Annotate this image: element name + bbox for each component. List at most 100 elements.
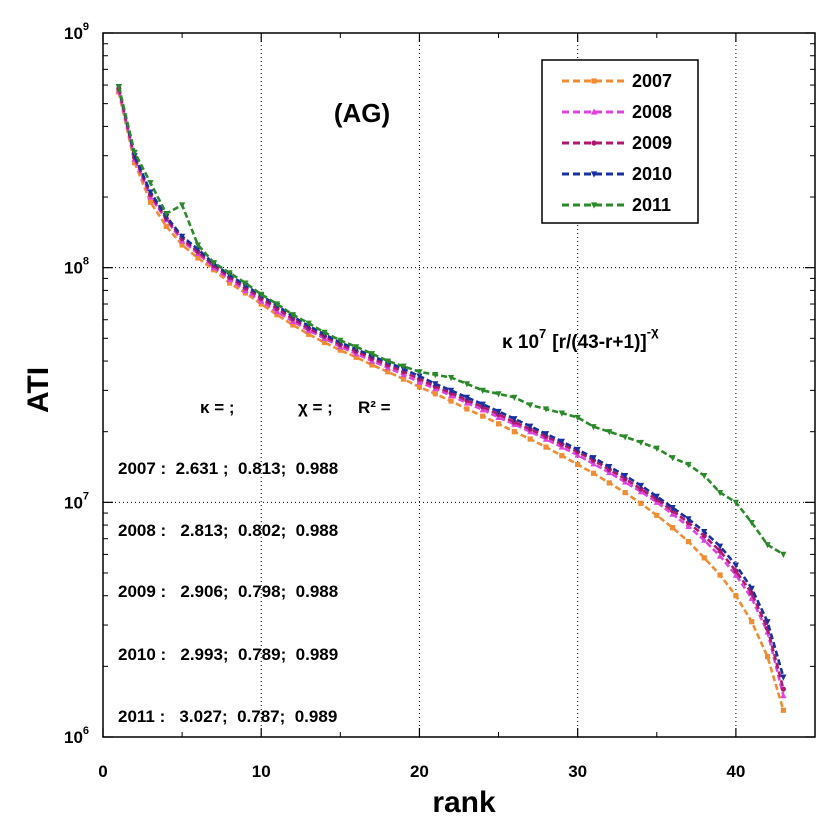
data-point [606, 480, 612, 486]
data-point [179, 202, 186, 209]
data-point [416, 369, 423, 376]
data-point [448, 398, 454, 404]
data-point [527, 436, 533, 442]
data-point [590, 455, 597, 462]
data-point [669, 504, 676, 512]
fit-header-chi: χ = ; [298, 398, 333, 417]
data-point [590, 108, 598, 115]
data-point [368, 351, 376, 358]
y-tick-base: 10 [64, 728, 83, 747]
data-point [748, 585, 755, 592]
data-point [495, 408, 502, 416]
data-point [337, 337, 344, 344]
data-point [289, 312, 296, 319]
series-2007 [116, 89, 786, 713]
data-point [733, 568, 739, 574]
data-point [274, 312, 280, 318]
fit-row-2007: 2007 : 2.631 ; 0.813; 0.988 [118, 459, 338, 478]
data-point [416, 373, 423, 380]
data-point [543, 444, 549, 450]
data-point [590, 460, 597, 467]
x-tick-labels: 0 10 20 30 40 [98, 762, 745, 781]
series-layer [115, 84, 787, 713]
data-point [479, 401, 486, 408]
legend-label: 2008 [632, 102, 672, 122]
data-point [780, 551, 787, 558]
data-point [764, 654, 771, 660]
data-point [670, 525, 676, 531]
data-point [369, 362, 375, 368]
data-point [574, 414, 581, 422]
formula-exp: 7 [539, 326, 546, 341]
data-point [637, 482, 645, 490]
data-point [321, 339, 328, 346]
x-tick-label: 10 [252, 762, 271, 781]
data-point [574, 451, 581, 458]
data-point [306, 331, 312, 337]
data-point [780, 686, 786, 692]
data-point [590, 171, 598, 178]
data-point [464, 406, 470, 412]
data-point [591, 140, 597, 146]
data-point [732, 562, 739, 569]
data-point [447, 387, 455, 394]
fit-row-2011: 2011 : 3.027; 0.787; 0.989 [118, 707, 337, 726]
data-point [195, 255, 201, 261]
data-point [131, 149, 138, 156]
data-point [622, 478, 629, 485]
fit-row-2008: 2008 : 2.813; 0.802; 0.988 [118, 521, 338, 540]
legend-label: 2009 [632, 133, 672, 153]
data-point [717, 548, 723, 554]
data-point [749, 590, 755, 596]
legend-entry-2010: 2010 [562, 164, 672, 184]
data-point [385, 369, 391, 375]
data-point [527, 423, 534, 430]
data-point [701, 529, 708, 536]
y-tick-base: 10 [64, 493, 83, 512]
data-point [131, 153, 138, 160]
data-point [353, 354, 359, 360]
data-point [653, 445, 660, 452]
data-point [733, 593, 739, 599]
data-point [749, 619, 755, 625]
legend-entry-2009: 2009 [562, 133, 672, 153]
y-tick-base: 10 [64, 24, 83, 43]
y-tick-exponent: 7 [83, 490, 89, 502]
data-point [147, 180, 154, 187]
data-point [290, 322, 296, 328]
data-point [606, 463, 613, 471]
data-point [432, 372, 439, 379]
y-tick-label: 108 [64, 256, 89, 278]
data-point [717, 572, 723, 578]
data-point [764, 542, 771, 549]
fit-formula: κ 107 [r/(43-r+1)]-χ [502, 324, 659, 353]
data-point [748, 519, 755, 527]
data-point [558, 410, 565, 417]
data-point [701, 472, 708, 480]
data-point [179, 242, 185, 248]
data-point [669, 510, 676, 517]
fit-row-2010: 2010 : 2.993; 0.789; 0.989 [118, 645, 338, 664]
legend-label: 2011 [632, 195, 671, 215]
series-2011 [115, 84, 787, 558]
data-point [653, 493, 660, 500]
data-point [685, 461, 692, 469]
y-tick-exponent: 6 [83, 725, 89, 737]
grid [103, 33, 815, 737]
data-point [226, 270, 233, 277]
data-point [542, 406, 550, 413]
legend-entry-2011: 2011 [562, 195, 671, 215]
data-point [780, 674, 787, 681]
y-axis-title: ATI [22, 367, 55, 413]
plot-frame [102, 32, 816, 738]
data-point [147, 189, 154, 196]
data-point [669, 455, 676, 462]
data-point [622, 490, 628, 496]
x-tick-label: 0 [98, 762, 107, 781]
fit-row-2009: 2009 : 2.906; 0.798; 0.988 [118, 582, 338, 601]
x-axis-title: rank [432, 786, 496, 819]
x-tick-label: 20 [410, 762, 429, 781]
data-point [447, 375, 455, 382]
